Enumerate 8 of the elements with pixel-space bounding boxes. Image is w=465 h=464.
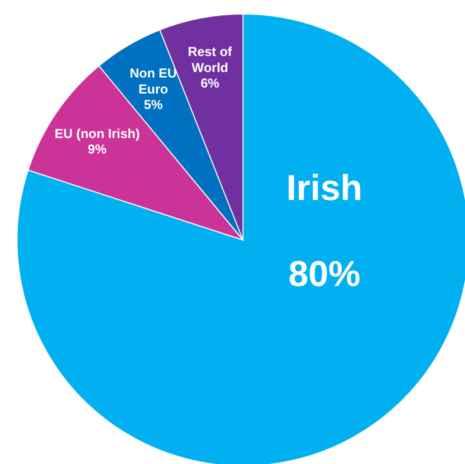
slice-label: Rest of World [188, 44, 233, 74]
data-label: 5% [144, 96, 164, 112]
data-label: 9% [88, 141, 108, 156]
data-label: 6% [200, 74, 220, 90]
slice-label: Non EU Euro [130, 65, 177, 96]
slice-label: EU (non Irish) [54, 126, 140, 141]
slice-label: Irish [286, 166, 362, 208]
data-label: 80% [288, 252, 360, 294]
